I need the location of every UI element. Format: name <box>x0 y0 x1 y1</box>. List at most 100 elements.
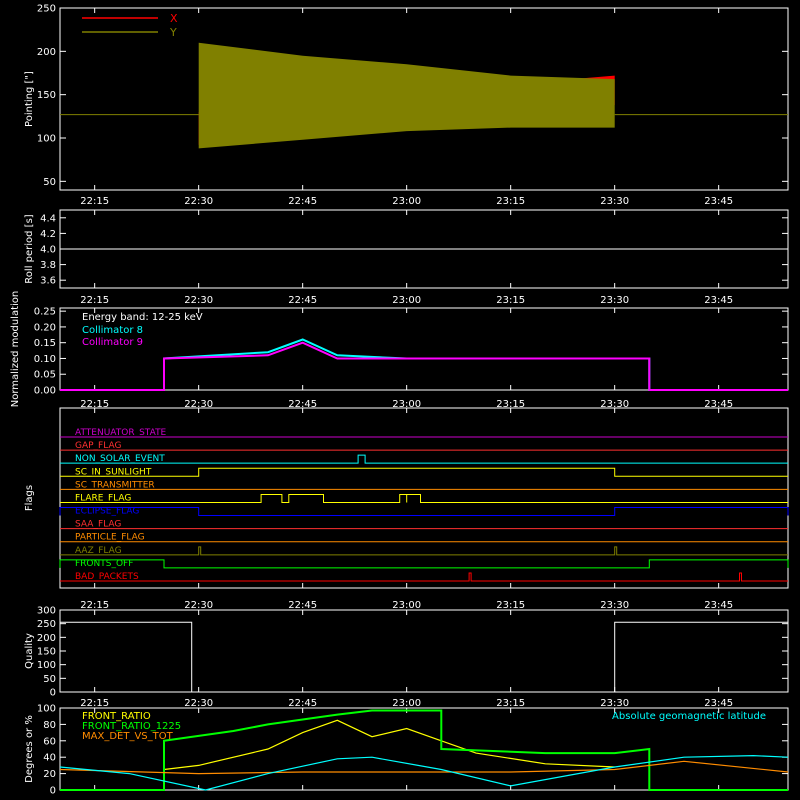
flag-trace <box>60 454 788 464</box>
y-tick-label: 0 <box>50 688 56 699</box>
x-tick-label: 23:30 <box>600 399 629 410</box>
y-tick-label: 200 <box>37 47 56 58</box>
y-tick-label: 250 <box>37 4 56 15</box>
energy-band-annotation: Energy band: 12-25 keV <box>82 312 203 323</box>
y-tick-label: 0.25 <box>34 307 56 318</box>
flag-label: ATTENUATOR_STATE <box>75 428 167 438</box>
x-tick-label: 22:45 <box>288 196 317 207</box>
plot-frame <box>59 307 789 391</box>
flag-trace <box>59 559 789 569</box>
x-tick-label: 22:45 <box>288 295 317 306</box>
legend-label: Absolute geomagnetic latitude <box>612 711 766 722</box>
y-tick-label: 0.15 <box>34 338 56 349</box>
panel-flags: Flags 22:15 22:30 22:45 23:00 23:15 23:30 23:45… <box>24 407 789 611</box>
x-tick-label: 23:45 <box>704 399 733 410</box>
series-max-det-vs-tot <box>59 760 789 775</box>
flag-label: SAA_FLAG <box>75 520 121 530</box>
x-tick-label: 23:00 <box>392 196 421 207</box>
x-tick-label: 22:15 <box>80 196 109 207</box>
y-tick-label: 150 <box>37 90 56 101</box>
legend-label: Y <box>169 26 177 39</box>
y-tick-label: 200 <box>37 633 56 644</box>
x-tick-label: 22:30 <box>184 399 213 410</box>
x-tick-label: 23:45 <box>704 698 733 709</box>
series-absolute-geomagnetic-latitude <box>59 754 789 791</box>
panel-quality: Quality 0 50 100 150 200 250 300 22:15 22:30 22:45… <box>24 606 789 709</box>
flag-trace <box>60 493 788 503</box>
x-tick-label: 23:30 <box>600 600 629 611</box>
y-tick-label: 300 <box>37 606 56 617</box>
x-tick-label: 22:15 <box>80 399 109 410</box>
panel-pointing: Pointing ["] 50 100 150 200 250 22:15 22:30 22:4… <box>24 4 789 207</box>
y-tick-label: 0 <box>50 786 56 797</box>
x-tick-label: 23:15 <box>496 600 525 611</box>
y-tick-label: 20 <box>43 769 56 780</box>
x-tick-label: 23:45 <box>704 600 733 611</box>
x-tick-label: 23:00 <box>392 295 421 306</box>
flag-label: SC_TRANSMITTER <box>75 480 155 490</box>
flag-label: GAP_FLAG <box>75 441 121 451</box>
x-tick-label: 23:00 <box>392 600 421 611</box>
flag-label: FLARE_FLAG <box>75 493 131 503</box>
x-tick-label: 22:30 <box>184 196 213 207</box>
x-tick-label: 22:45 <box>288 698 317 709</box>
plot-frame <box>59 7 789 191</box>
legend-label: Collimator 9 <box>82 337 143 348</box>
flag-trace <box>59 507 789 517</box>
x-tick-label: 23:15 <box>496 698 525 709</box>
x-tick-label: 22:15 <box>80 600 109 611</box>
series-collimator-8 <box>60 338 788 391</box>
flag-label: ECLIPSE_FLAG <box>75 507 139 517</box>
y-tick-label: 0.10 <box>34 354 56 365</box>
legend-label: X <box>170 12 178 25</box>
x-tick-label: 23:15 <box>496 399 525 410</box>
panel-roll: Roll period [s] 3.6 3.8 4.0 4.2 4.4 22:15 22:30… <box>24 209 789 306</box>
x-tick-label: 23:00 <box>392 399 421 410</box>
y-tick-label: 0.20 <box>34 322 56 333</box>
y-tick-label: 100 <box>37 704 56 715</box>
flag-trace <box>60 572 788 582</box>
y-tick-label: 150 <box>37 647 56 658</box>
legend-label: MAX_DET_VS_TOT <box>82 731 174 742</box>
flag-label: FRONTS_OFF <box>75 559 133 569</box>
y-tick-label: 0.05 <box>34 370 56 381</box>
x-tick-label: 23:00 <box>392 698 421 709</box>
x-tick-label: 23:30 <box>600 196 629 207</box>
y-tick-label: 4.2 <box>40 229 56 240</box>
plot-frame <box>59 407 789 589</box>
x-tick-label: 22:45 <box>288 600 317 611</box>
y-tick-label: 4.4 <box>40 213 56 224</box>
y-tick-label: 60 <box>43 736 56 747</box>
y-tick-label: 80 <box>43 720 56 731</box>
y-axis-label: Normalized modulation <box>10 291 21 408</box>
x-tick-label: 23:30 <box>600 295 629 306</box>
flag-label: PARTICLE_FLAG <box>75 533 145 543</box>
x-tick-label: 23:15 <box>496 196 525 207</box>
series-quality <box>60 621 788 693</box>
x-tick-label: 22:15 <box>80 295 109 306</box>
plot-frame <box>59 707 789 791</box>
panel-ratios: Degrees or % 0 20 40 60 80 100 FRONT_RATIOFRONT… <box>24 704 789 797</box>
series-y-envelope <box>198 42 615 149</box>
flag-label: BAD_PACKETS <box>75 572 139 582</box>
y-axis-label: Degrees or % <box>24 715 35 783</box>
x-tick-label: 23:15 <box>496 295 525 306</box>
x-tick-label: 23:30 <box>600 698 629 709</box>
x-tick-label: 22:30 <box>184 698 213 709</box>
flag-label: SC_IN_SUNLIGHT <box>75 467 152 477</box>
flag-trace <box>60 467 788 477</box>
series-front-ratio <box>163 719 615 771</box>
x-tick-label: 22:30 <box>184 295 213 306</box>
y-tick-label: 3.6 <box>40 276 56 287</box>
legend-label: FRONT_RATIO_1225 <box>82 721 181 732</box>
flag-trace <box>60 546 788 556</box>
y-tick-label: 100 <box>37 660 56 671</box>
y-tick-label: 4.0 <box>40 245 56 256</box>
series-front-ratio-1225 <box>60 709 788 791</box>
y-tick-label: 50 <box>43 674 56 685</box>
y-tick-label: 40 <box>43 753 56 764</box>
x-tick-label: 23:45 <box>704 295 733 306</box>
y-axis-label: Pointing ["] <box>24 71 35 127</box>
legend-label: FRONT_RATIO <box>82 711 151 722</box>
